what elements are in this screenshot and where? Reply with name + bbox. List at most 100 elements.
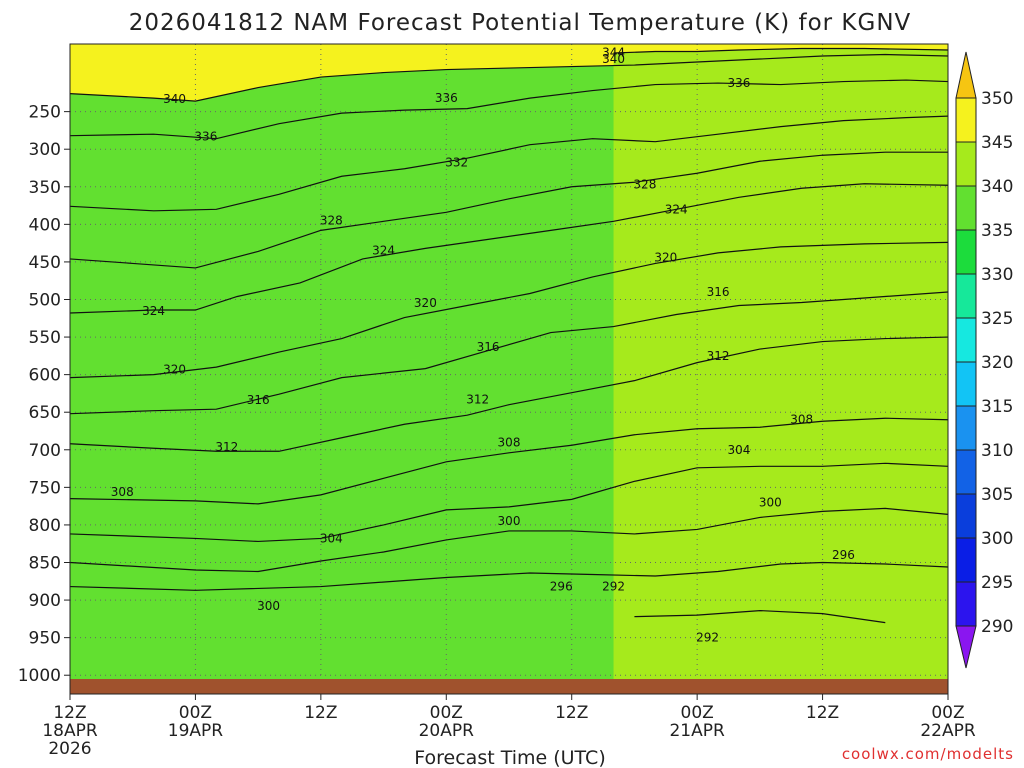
contour-label: 312: [707, 349, 730, 363]
y-tick-label: 750: [29, 478, 61, 498]
colorbar-swatch: [955, 449, 977, 495]
contour-label: 316: [247, 393, 270, 407]
colorbar-cap-top: [955, 51, 977, 99]
y-tick-label: 600: [29, 366, 61, 386]
contour-label: 336: [727, 76, 750, 90]
contour-label: 296: [550, 580, 573, 594]
colorbar-label: 335: [981, 221, 1013, 241]
contour-320: [70, 241, 948, 379]
colorbar-label: 330: [981, 265, 1013, 285]
colorbar-label: 310: [981, 441, 1013, 461]
contour-label: 308: [111, 485, 134, 499]
contour-332: [70, 115, 948, 212]
x-tick-label: 12Z: [53, 703, 86, 723]
colorbar-swatch: [955, 361, 977, 407]
colorbar-swatch: [955, 229, 977, 275]
contour-label: 316: [477, 340, 500, 354]
x-tick-label: 18APR: [42, 721, 98, 741]
contour-336: [70, 79, 948, 140]
contour-label: 336: [194, 129, 217, 143]
y-axis: 250 300 350 400 450 500 550 600 650 700 750 800 850 9…: [18, 103, 70, 686]
contour-label: 332: [445, 156, 468, 170]
contour-label: 308: [790, 413, 813, 427]
colorbar-swatch: [955, 493, 977, 539]
y-tick-label: 550: [29, 328, 61, 348]
colorbar-label: 350: [981, 89, 1013, 109]
colorbar-label: 295: [981, 573, 1013, 593]
credit-text: coolwx.com/modelts: [842, 745, 1014, 763]
colorbar-cap-bottom: [955, 625, 977, 669]
x-tick-label: 19APR: [168, 721, 224, 741]
contour-304: [70, 462, 948, 543]
ground-surface: [70, 679, 948, 694]
y-tick-label: 650: [29, 403, 61, 423]
colorbar-swatch: [955, 317, 977, 363]
x-tick-label: 00Z: [179, 703, 212, 723]
y-tick-label: 700: [29, 441, 61, 461]
contour-292: [634, 609, 886, 624]
contour-296: [70, 561, 948, 591]
contour-label: 312: [215, 440, 238, 454]
theta-fill-layer: [70, 44, 948, 694]
colorbar-label: 300: [981, 529, 1013, 549]
contour-label: 296: [832, 548, 855, 562]
contour-label: 328: [320, 214, 343, 228]
contour-312: [70, 336, 948, 452]
colorbar-label: 340: [981, 177, 1013, 197]
colorbar-swatch: [955, 581, 977, 627]
contour-324: [70, 183, 948, 314]
y-tick-label: 950: [29, 629, 61, 649]
theta-band-344: [613, 48, 948, 694]
colorbar-swatch: [955, 537, 977, 583]
colorbar-swatch: [955, 97, 977, 143]
x-tick-label: 12Z: [806, 703, 839, 723]
contour-label: 340: [602, 52, 625, 66]
colorbar-label: 305: [981, 485, 1013, 505]
colorbar-swatch: [955, 273, 977, 319]
y-tick-label: 400: [29, 215, 61, 235]
x-tick-label: 00Z: [681, 703, 714, 723]
x-tick-label: 00Z: [931, 703, 964, 723]
plot-frame: [69, 43, 949, 695]
colorbar-swatch: [955, 141, 977, 187]
y-tick-label: 350: [29, 178, 61, 198]
contour-label: 316: [707, 285, 730, 299]
contour-label: 320: [414, 296, 437, 310]
colorbar-label: 315: [981, 397, 1013, 417]
contour-label: 340: [163, 92, 186, 106]
contour-label: 320: [654, 250, 677, 264]
x-tick-label: 12Z: [555, 703, 588, 723]
contour-label: 304: [727, 443, 750, 457]
y-tick-label: 900: [29, 591, 61, 611]
x-tick-label: 22APR: [920, 721, 976, 741]
contour-308: [70, 417, 948, 505]
contour-layer: [70, 47, 948, 624]
contour-344: [613, 47, 948, 54]
x-tick-label: 12Z: [304, 703, 337, 723]
contour-label: 292: [696, 631, 719, 645]
contour-340: [70, 53, 948, 102]
y-tick-label: 250: [29, 103, 61, 123]
contour-label: 336: [435, 91, 458, 105]
contour-label: 312: [466, 392, 489, 406]
y-tick-label: 500: [29, 290, 61, 310]
contour-label: 292: [602, 580, 625, 594]
contour-label: 324: [142, 304, 165, 318]
x-tick-label: 20APR: [419, 721, 475, 741]
x-tick-label: 21APR: [669, 721, 725, 741]
contour-label: 300: [498, 514, 521, 528]
colorbar-swatch: [955, 405, 977, 451]
y-tick-label: 1000: [18, 666, 61, 686]
contour-label: 324: [665, 202, 688, 216]
colorbar-swatch: [955, 185, 977, 231]
contour-300: [70, 507, 948, 573]
contour-label: 344: [602, 45, 625, 59]
colorbar-label: 290: [981, 617, 1013, 637]
y-tick-label: 450: [29, 253, 61, 273]
contour-label: 320: [163, 362, 186, 376]
x-axis-label: Forecast Time (UTC): [414, 747, 605, 768]
